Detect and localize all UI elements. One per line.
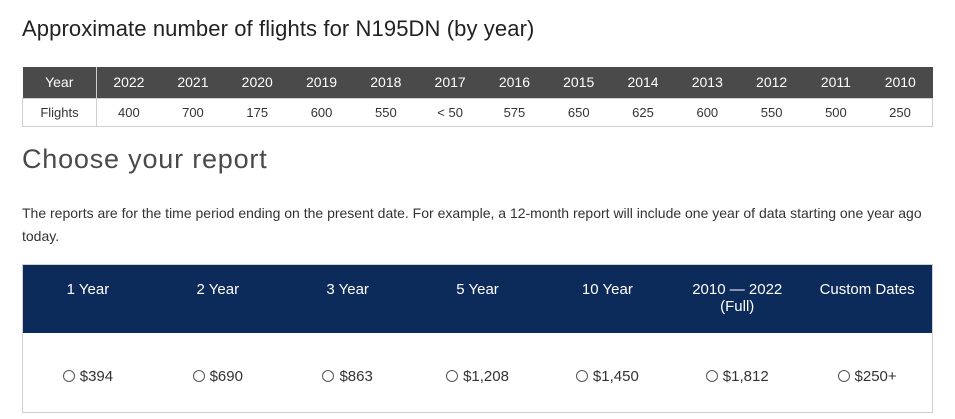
- radio-button[interactable]: [192, 370, 205, 382]
- flight-count-cell: 700: [160, 97, 226, 127]
- price-option-2-year[interactable]: $690: [153, 333, 283, 385]
- price-option-5-year[interactable]: $1,208: [413, 333, 543, 385]
- option-price: $690: [209, 368, 243, 385]
- radio-button[interactable]: [322, 370, 335, 382]
- year-cell: 2015: [546, 67, 611, 98]
- report-options-header: 1 Year 2 Year 3 Year 5 Year 10 Year 2010…: [23, 265, 932, 333]
- option-heading-label: 3 Year: [326, 281, 369, 298]
- radio-button[interactable]: [62, 370, 75, 382]
- year-cell: 2022: [96, 67, 161, 98]
- year-cell: 2020: [225, 67, 290, 98]
- radio-button[interactable]: [837, 370, 850, 382]
- year-cell: 2012: [739, 67, 804, 98]
- option-price: $394: [79, 368, 114, 385]
- flight-count-cell: < 50: [417, 97, 483, 127]
- flight-count-cell: 600: [675, 97, 740, 127]
- flights-row-label: Flights: [22, 97, 97, 127]
- radio-button[interactable]: [446, 370, 459, 382]
- flight-count-cell: 550: [353, 97, 418, 127]
- radio-button[interactable]: [575, 370, 588, 382]
- report-options-prices: $394 $690 $863 $1,208 $1,450 $1,812 $250…: [23, 333, 932, 412]
- flight-count-cell: 575: [482, 97, 547, 127]
- year-cell: 2016: [482, 67, 547, 98]
- flight-count-cell: 600: [289, 97, 354, 127]
- report-title: Choose your report: [22, 144, 268, 174]
- price-option-10-year[interactable]: $1,450: [542, 333, 672, 385]
- option-price: $250+: [854, 368, 897, 385]
- flight-count-cell: 250: [868, 97, 934, 127]
- flights-header-row: Year 2022 2021 2020 2019 2018 2017 2016 …: [22, 67, 933, 98]
- option-heading-1-year: 1 Year: [23, 265, 153, 333]
- option-heading-label: 5 Year: [456, 281, 499, 298]
- option-price: $863: [339, 368, 373, 385]
- year-cell: 2011: [803, 67, 869, 98]
- price-option-custom-dates[interactable]: $250+: [802, 333, 932, 385]
- option-heading-label: 1 Year: [66, 281, 110, 298]
- radio-button[interactable]: [705, 370, 718, 382]
- report-options: 1 Year 2 Year 3 Year 5 Year 10 Year 2010…: [22, 264, 933, 413]
- year-cell: 2010: [868, 67, 933, 98]
- option-heading-label: 10 Year: [581, 281, 633, 298]
- flight-count-cell: 650: [546, 97, 611, 127]
- option-heading-10-year: 10 Year: [542, 265, 672, 333]
- flights-title: Approximate number of flights for N195DN…: [22, 16, 535, 41]
- option-heading-label: 2 Year: [196, 281, 240, 298]
- option-heading-full: 2010 — 2022 (Full): [672, 265, 802, 333]
- flight-count-cell: 550: [739, 97, 804, 127]
- year-cell: 2018: [353, 67, 418, 98]
- flight-count-cell: 400: [96, 97, 161, 127]
- flight-count-cell: 175: [225, 97, 290, 127]
- option-heading-2-year: 2 Year: [153, 265, 283, 333]
- year-header: Year: [22, 67, 97, 98]
- year-cell: 2017: [417, 67, 483, 98]
- flights-count-row: Flights 400 700 175 600 550 < 50 575 650…: [22, 97, 934, 127]
- flight-count-cell: 500: [803, 97, 869, 127]
- option-price: $1,208: [463, 368, 509, 385]
- option-heading-5-year: 5 Year: [413, 265, 543, 333]
- price-option-full[interactable]: $1,812: [672, 333, 802, 385]
- option-heading-label: Custom Dates: [819, 281, 915, 298]
- year-cell: 2014: [610, 67, 676, 98]
- price-option-1-year[interactable]: $394: [23, 333, 153, 385]
- year-cell: 2021: [160, 67, 226, 98]
- option-heading-sublabel: (Full): [720, 298, 755, 315]
- flight-count-cell: 625: [610, 97, 676, 127]
- option-price: $1,812: [722, 368, 769, 385]
- option-heading-3-year: 3 Year: [283, 265, 413, 333]
- report-description: The reports are for the time period endi…: [22, 205, 922, 244]
- option-heading-custom-dates: Custom Dates: [802, 265, 932, 333]
- option-price: $1,450: [592, 368, 639, 385]
- year-cell: 2013: [675, 67, 740, 98]
- year-cell: 2019: [289, 67, 354, 98]
- flights-table: Year 2022 2021 2020 2019 2018 2017 2016 …: [22, 67, 934, 127]
- option-heading-label: 2010 — 2022: [692, 281, 783, 298]
- price-option-3-year[interactable]: $863: [283, 333, 413, 385]
